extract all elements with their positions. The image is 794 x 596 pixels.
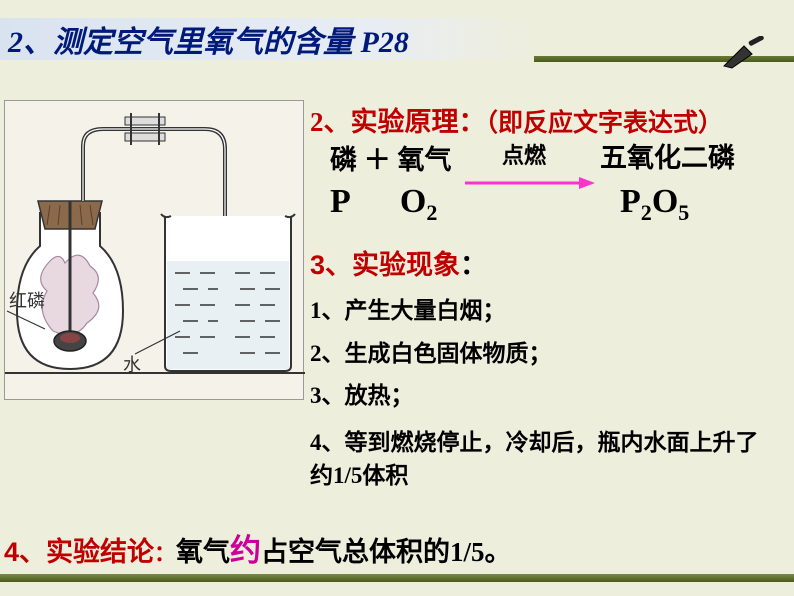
trowel-icon	[722, 36, 766, 70]
section-2-title: 2、实验原理：（即反应文字表达式）	[310, 100, 780, 139]
reaction-arrow-icon	[465, 175, 595, 191]
footer-bar	[0, 574, 794, 582]
reaction-condition: 点燃	[502, 145, 546, 167]
label-phosphorus: 红磷	[9, 291, 45, 311]
section-3-title: 3、实验现象：	[310, 243, 780, 282]
symbol-o-sub: 2	[426, 200, 437, 225]
product-formula: P2O5	[620, 185, 689, 224]
section-3-colon: ：	[460, 250, 487, 280]
symbol-o5: O	[652, 183, 678, 220]
conclusion-approx: 约	[230, 533, 261, 568]
reaction-equation: 磷 ＋ 氧气 点燃 五氧化二磷 P O2 P2O5	[310, 147, 780, 237]
page-title: 2、测定空气里氧气的含量 P28	[0, 17, 409, 61]
observation-item: 4、等到燃烧停止，冷却后，瓶内水面上升了约1/5体积	[310, 426, 780, 493]
section-2-paren: （即反应文字表达式）	[486, 110, 724, 137]
symbol-p2: P	[620, 183, 641, 220]
section-4-conclusion: 4、实验结论：氧气约占空气总体积的1/5。	[4, 525, 512, 570]
observation-item: 1、产生大量白烟；	[310, 290, 780, 333]
reactant-formulas: P O2	[330, 185, 437, 224]
section-2-number: 2	[310, 107, 324, 137]
label-water: 水	[123, 355, 141, 375]
section-2-label: 、实验原理：	[324, 107, 486, 137]
observation-list: 1、产生大量白烟； 2、生成白色固体物质； 3、放热； 4、等到燃烧停止，冷却后…	[310, 290, 780, 492]
symbol-o5-sub: 5	[678, 200, 689, 225]
header: 2、测定空气里氧气的含量 P28	[0, 18, 794, 60]
section-4-colon: ：	[154, 541, 176, 566]
section-3-label: 、实验现象	[325, 250, 460, 280]
conclusion-before: 氧气	[176, 537, 230, 567]
symbol-p2-sub: 2	[641, 200, 652, 225]
observation-item: 3、放热；	[310, 375, 780, 418]
section-4-label: 、实验结论	[19, 537, 154, 567]
experiment-diagram: 红磷 水	[4, 100, 304, 400]
conclusion-after: 占空气总体积的1/5。	[261, 537, 512, 567]
reactants-text: 磷 ＋ 氧气	[330, 147, 452, 174]
symbol-p: P	[330, 183, 349, 220]
section-3-number: 3	[310, 250, 325, 280]
symbol-o: O	[400, 183, 426, 220]
section-4-number: 4	[4, 537, 19, 567]
content-area: 2、实验原理：（即反应文字表达式） 磷 ＋ 氧气 点燃 五氧化二磷 P O2 P…	[310, 100, 780, 492]
product-text: 五氧化二磷	[600, 145, 735, 172]
observation-item: 2、生成白色固体物质；	[310, 333, 780, 376]
